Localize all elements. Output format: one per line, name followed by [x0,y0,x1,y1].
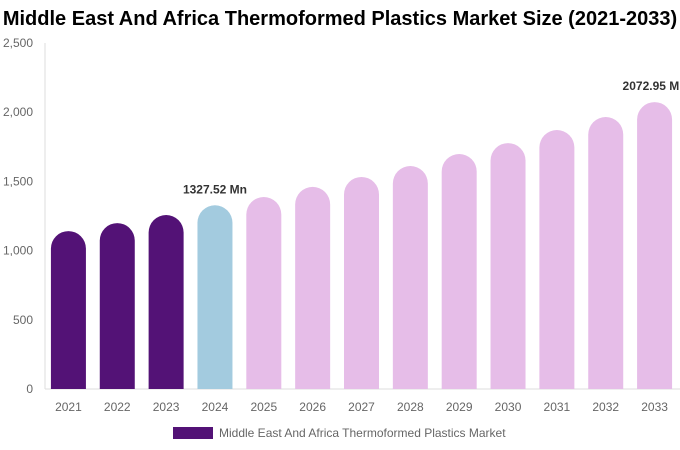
bar-2021 [50,231,86,389]
bar-2028 [392,166,428,389]
data-label-2024: 1327.52 Mn [183,182,247,196]
data-label-2033: 2072.95 Mn [623,79,680,93]
x-tick-label: 2024 [202,400,229,414]
legend-swatch [173,427,213,439]
bar-2032 [588,117,624,389]
x-tick-label: 2030 [495,400,522,414]
x-tick-label: 2025 [250,400,277,414]
bar-2023 [148,215,184,389]
y-tick-label: 0 [26,382,33,396]
x-tick-label: 2023 [153,400,180,414]
bar-2022 [99,223,135,389]
bar-2033 [637,102,673,389]
legend-label: Middle East And Africa Thermoformed Plas… [219,426,506,440]
x-tick-label: 2031 [544,400,571,414]
bar-2025 [246,197,282,389]
x-tick-label: 2029 [446,400,473,414]
x-tick-label: 2022 [104,400,131,414]
y-tick-label: 2,500 [3,36,33,50]
x-tick-label: 2021 [55,400,82,414]
bar-2024 [197,205,233,389]
y-tick-label: 2,000 [3,105,33,119]
chart-title: Middle East And Africa Thermoformed Plas… [2,8,678,30]
y-tick-label: 500 [13,313,33,327]
legend: Middle East And Africa Thermoformed Plas… [173,426,506,440]
y-tick-label: 1,500 [3,174,33,188]
bar-2029 [441,153,477,389]
x-tick-label: 2032 [592,400,619,414]
x-tick-label: 2033 [641,400,668,414]
x-tick-label: 2026 [299,400,326,414]
x-tick-label: 2027 [348,400,375,414]
bar-2027 [344,176,379,389]
bar-2031 [539,130,575,390]
x-tick-label: 2028 [397,400,424,414]
y-tick-label: 1,000 [3,244,33,258]
bar-2030 [490,143,526,389]
bar-2026 [295,186,331,389]
